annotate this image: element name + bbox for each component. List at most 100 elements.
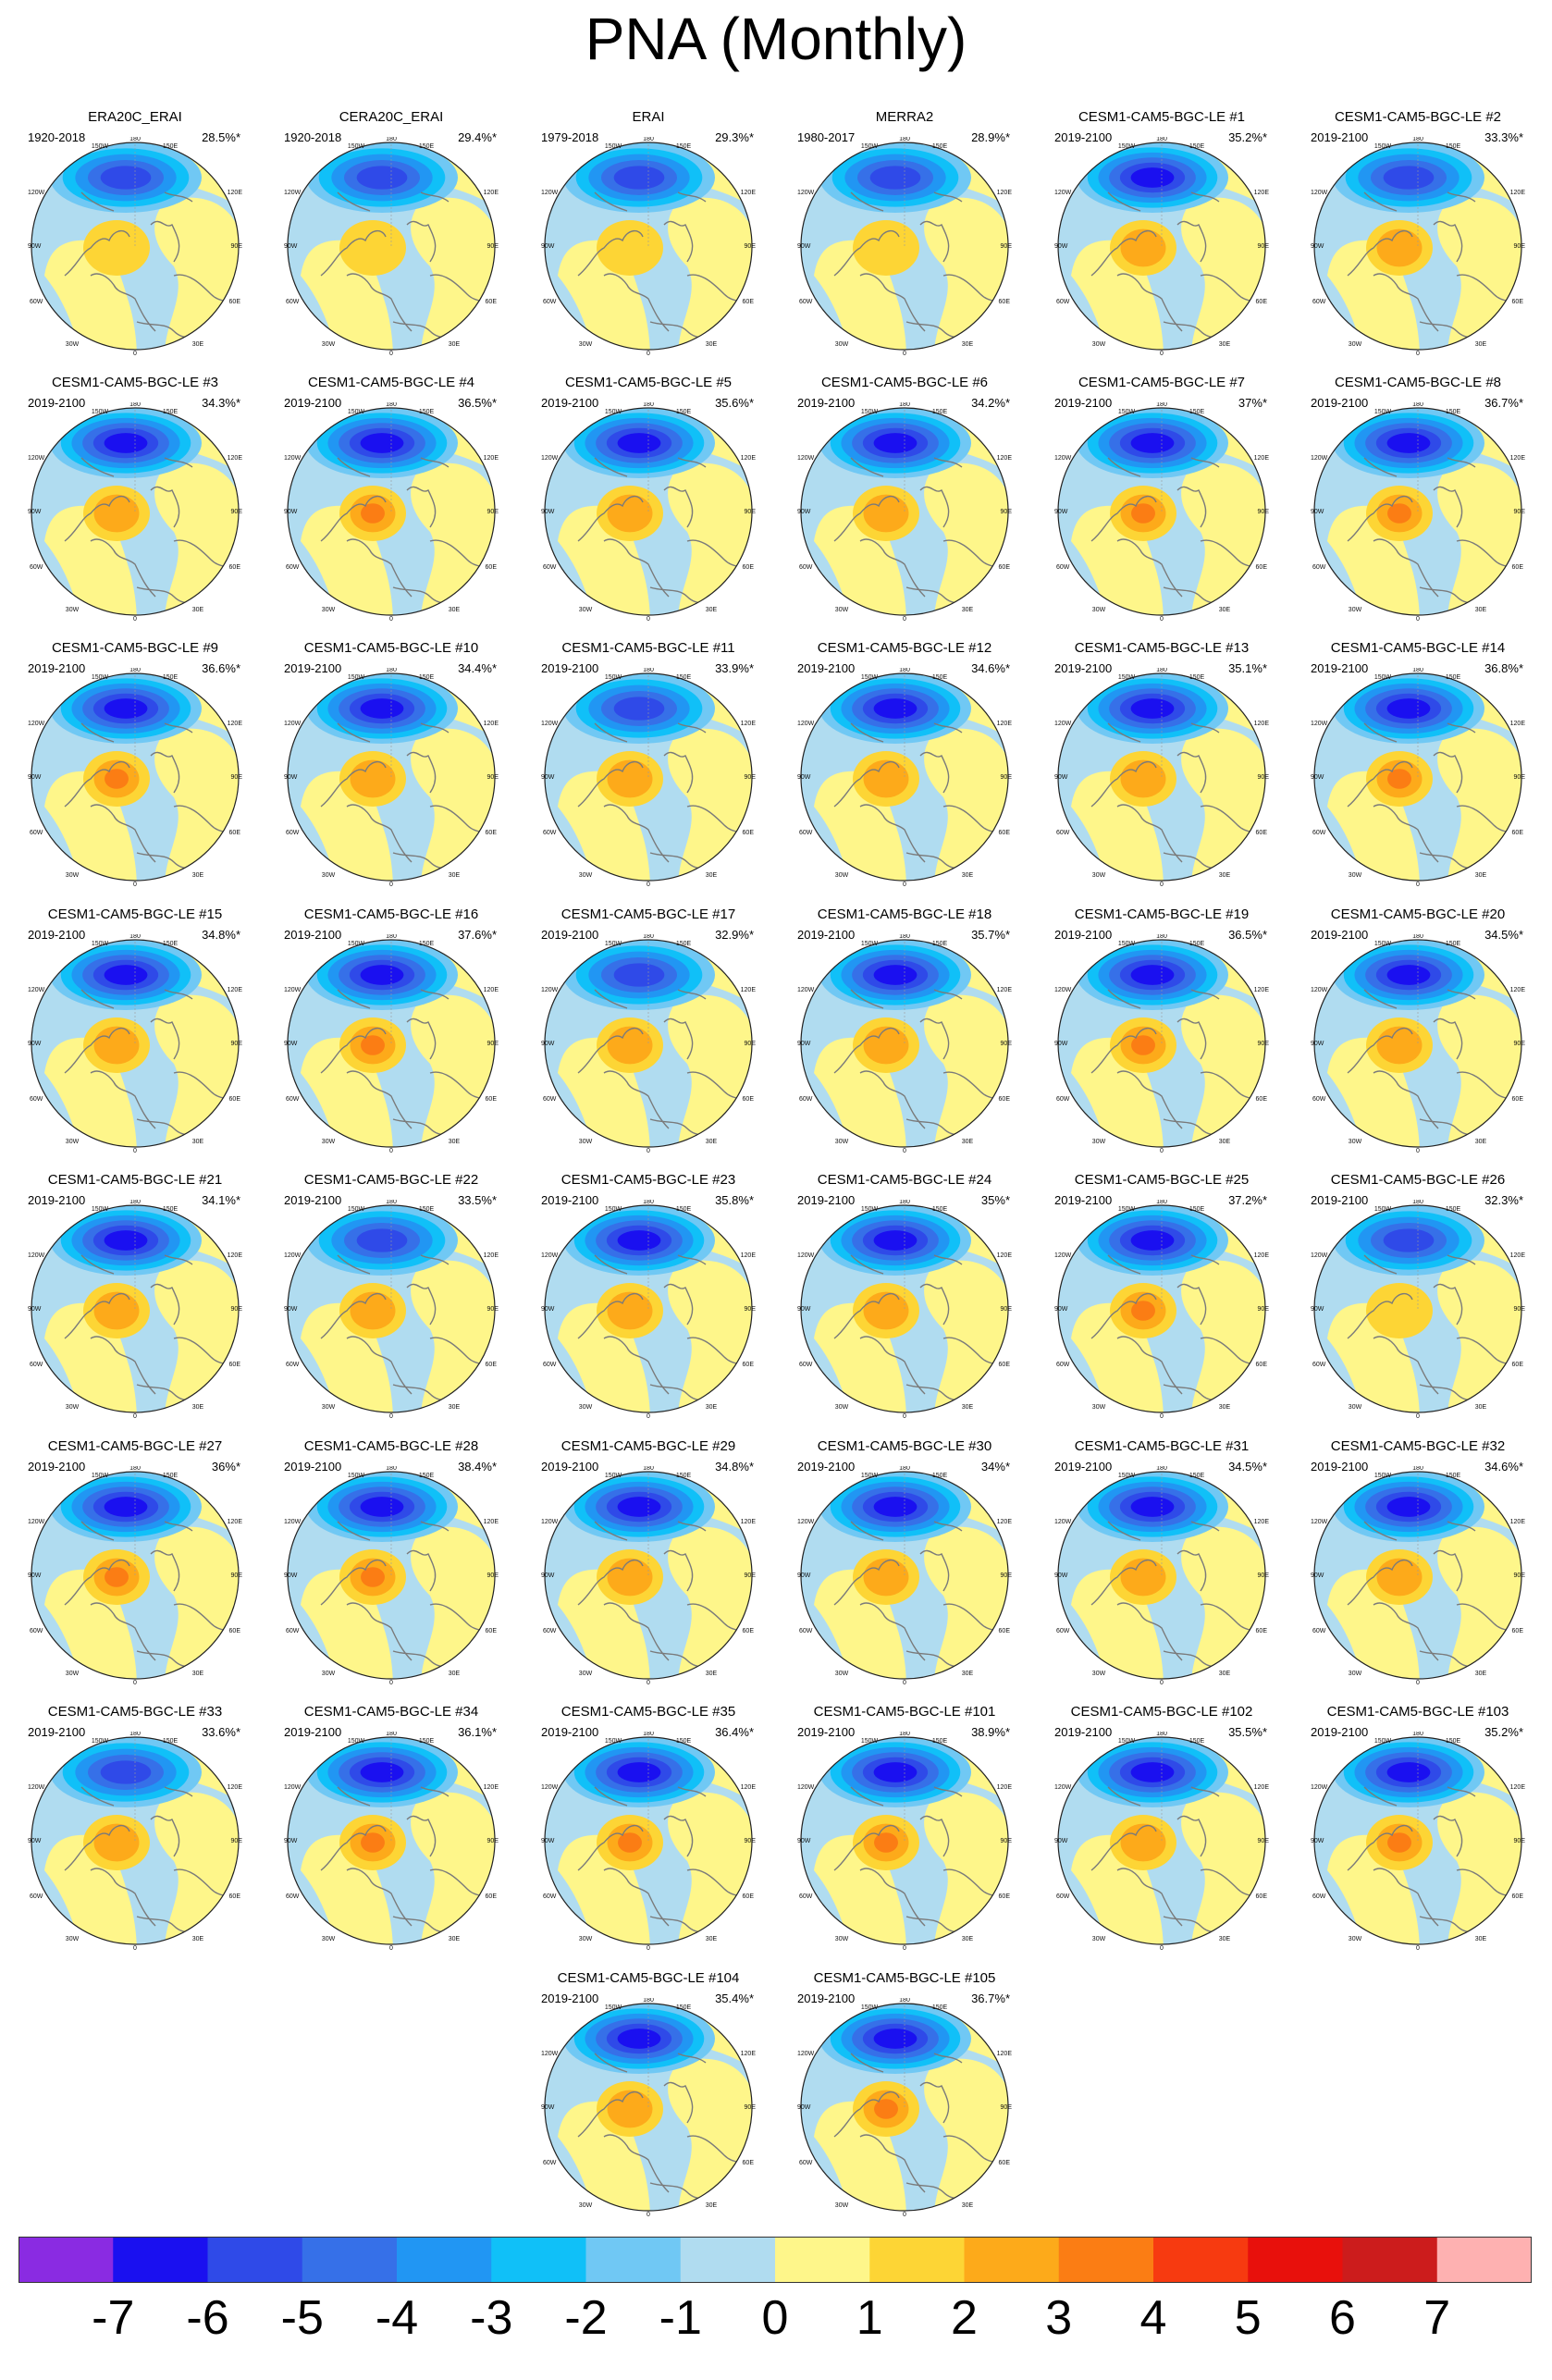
lon-label-upper-right: 120E [484,987,499,993]
map-panel: CESM1-CAM5-BGC-LE #104 2019-2100 35.4%* 180… [521,1970,776,2231]
lon-label-top-left: 150W [605,143,622,150]
coastline-1 [90,1070,156,1129]
colorbar-segment [1436,2237,1532,2283]
lon-label-bottom: 0 [903,616,906,621]
lon-label-lower-left: 60W [1056,830,1070,836]
polar-map: 180 150W 150E 120W 120E 90W 90E 60W 60E 30W 30E 0 [541,668,756,886]
panel-variance-explained: 36%* [211,1460,240,1474]
coastline-1 [346,538,413,598]
coastline-6 [420,989,450,1000]
lon-label-lower-left: 60W [543,299,557,305]
lon-label-left: 90W [28,1041,42,1047]
lon-label-right: 90E [745,2104,757,2111]
polar-map: 180 150W 150E 120W 120E 90W 90E 60W 60E 30W 30E 0 [797,1200,1012,1418]
lon-label-top-right: 150E [1446,1738,1461,1745]
lon-label-bottom: 0 [1160,616,1164,621]
colorbar-segment [302,2237,398,2283]
lon-label-bottom: 0 [133,616,137,621]
panel-period: 2019-2100 [284,928,342,942]
negative-contour-6 [873,698,918,719]
panel-period: 2019-2100 [28,396,86,410]
panel-variance-explained: 34.5%* [1228,1460,1267,1474]
coastline-1 [90,1602,156,1661]
map-panel: CESM1-CAM5-BGC-LE #31 2019-2100 34.5%* 180 1… [1034,1438,1289,1699]
coastline-1 [859,1336,926,1395]
lon-label-lower-left: 60W [1312,1628,1326,1634]
panel-variance-explained: 35.7%* [971,928,1010,942]
panel-period: 2019-2100 [1054,1725,1113,1739]
coastline-0 [320,1028,387,1074]
map-border [800,142,1009,351]
panel-title: CESM1-CAM5-BGC-LE #101 [813,1704,996,1720]
polar-map: 180 150W 150E 120W 120E 90W 90E 60W 60E 30W 30E 0 [284,1200,499,1418]
panel-period: 2019-2100 [541,661,599,675]
lon-label-bottom: 0 [647,1413,650,1418]
coastline-5 [337,191,371,212]
lon-label-bottom: 0 [903,882,906,886]
coastline-5 [850,1786,884,1807]
positive-contour-3 [1131,503,1155,524]
panel-title: CESM1-CAM5-BGC-LE #21 [47,1172,223,1188]
lon-label-top-left: 150W [92,1473,109,1479]
map-border [800,2003,1009,2212]
lon-label-lower-right: 60E [743,1362,755,1368]
lon-label-top-left: 150W [1374,674,1392,681]
lon-label-upper-left: 120W [28,1252,45,1259]
coastline-5 [850,1254,884,1275]
coastline-5 [850,191,884,212]
coastline-2 [663,1283,694,1326]
lon-label-top: 180 [1412,668,1423,673]
coastline-5 [1107,722,1141,743]
lon-label-lower-right: 60E [1256,1893,1268,1900]
lon-label-left: 90W [28,1838,42,1844]
coastline-5 [1363,1254,1398,1275]
lon-label-top-left: 150W [92,409,109,415]
panel-period: 2019-2100 [541,1460,599,1474]
lon-label-upper-left: 120W [1311,1519,1328,1525]
coastline-6 [1447,1786,1476,1797]
lon-label-upper-right: 120E [997,987,1013,993]
colorbar-labels: -7 -6 -5 -4 -3 -2 -1 0 1 2 3 4 5 6 7 [0,2288,1552,2353]
map-panel: CESM1-CAM5-BGC-LE #1 2019-2100 35.2%* 180 15… [1034,109,1289,370]
lon-label-lower-left: 60W [1056,1893,1070,1900]
colorbar-tick-label: -5 [280,2291,324,2345]
lon-label-bottom-left: 30W [322,341,336,348]
polar-map: 180 150W 150E 120W 120E 90W 90E 60W 60E 30W 30E 0 [541,1732,756,1950]
negative-contour-6 [1386,698,1431,719]
lon-label-top: 180 [899,402,910,408]
map-border [544,142,753,351]
coastline-2 [150,486,180,528]
coastline-1 [859,2134,926,2193]
lon-label-bottom: 0 [389,1413,393,1418]
negative-contour-6 [1130,698,1175,719]
lon-label-top: 180 [1156,934,1167,940]
panel-variance-explained: 34.4%* [458,661,497,675]
lon-label-bottom-left: 30W [835,1671,849,1677]
coastline-5 [80,722,115,743]
lon-label-lower-left: 60W [799,830,813,836]
coastline-5 [850,989,884,1009]
lon-label-right: 90E [1514,243,1526,250]
coastline-5 [337,1521,371,1541]
lon-label-bottom-left: 30W [66,1404,80,1411]
coastline-1 [1373,1602,1439,1661]
panel-period: 2019-2100 [797,396,856,410]
panel-period: 1920-2018 [284,130,342,144]
lon-label-bottom-left: 30W [322,1671,336,1677]
lon-label-left: 90W [1054,1041,1068,1047]
coastline-5 [1363,1786,1398,1807]
map-border [1057,407,1266,616]
map-border [1313,1736,1522,1945]
lon-label-upper-left: 120W [1311,1252,1328,1259]
panel-variance-explained: 33.9%* [715,661,754,675]
panel-period: 2019-2100 [1311,1460,1369,1474]
coastline-1 [603,804,670,863]
lon-label-bottom-right: 30E [1219,607,1231,613]
lon-label-lower-right: 60E [229,1893,241,1900]
lon-label-lower-left: 60W [1312,1362,1326,1368]
polar-map: 180 150W 150E 120W 120E 90W 90E 60W 60E 30W 30E 0 [541,1998,757,2216]
lon-label-top-right: 150E [676,1473,692,1479]
colorbar-tick-label: -2 [564,2291,608,2345]
lon-label-left: 90W [28,509,42,515]
panel-variance-explained: 36.7%* [971,1992,1010,2005]
